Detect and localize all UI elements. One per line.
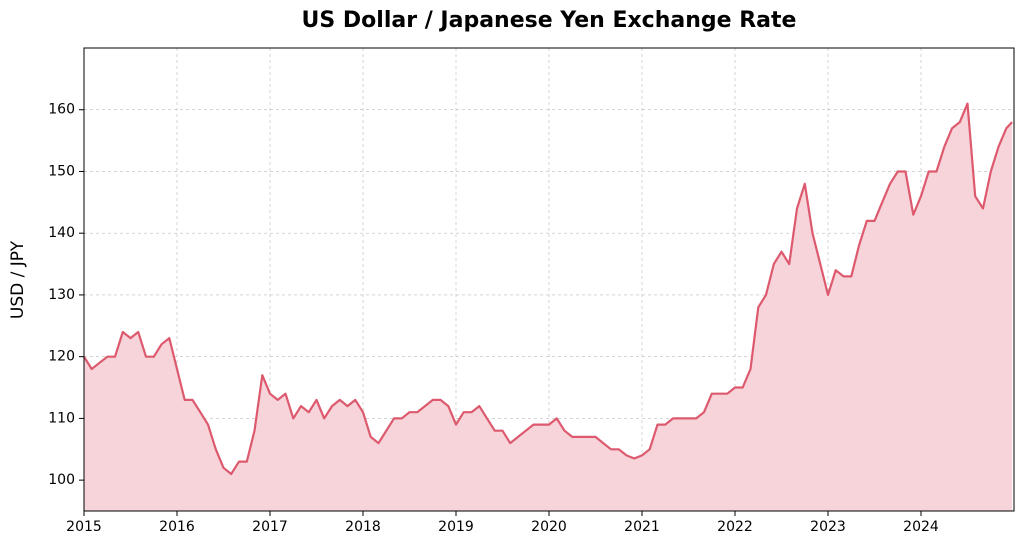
x-tick-label: 2018: [345, 519, 381, 535]
chart-title: US Dollar / Japanese Yen Exchange Rate: [302, 8, 797, 33]
x-tick-label: 2017: [252, 519, 288, 535]
y-tick-label: 140: [48, 225, 75, 241]
x-tick-label: 2019: [438, 519, 474, 535]
x-tick-label: 2016: [159, 519, 195, 535]
y-tick-label: 150: [48, 163, 75, 179]
y-tick-label: 110: [48, 410, 75, 426]
area-fill: [84, 103, 1013, 511]
x-tick-label: 2024: [903, 519, 939, 535]
y-axis-label: USD / JPY: [8, 240, 28, 319]
x-tick-label: 2021: [624, 519, 660, 535]
y-tick-label: 120: [48, 349, 75, 365]
y-tick-label: 130: [48, 287, 75, 303]
line: [83, 102, 1013, 476]
x-tick-label: 2015: [66, 519, 102, 535]
y-tick-label: 100: [48, 472, 75, 488]
x-tick-label: 2022: [717, 519, 753, 535]
y-tick-label: 160: [48, 102, 75, 118]
x-tick-label: 2020: [531, 519, 567, 535]
plot-frame: [83, 47, 1015, 512]
x-tick-label: 2023: [810, 519, 846, 535]
